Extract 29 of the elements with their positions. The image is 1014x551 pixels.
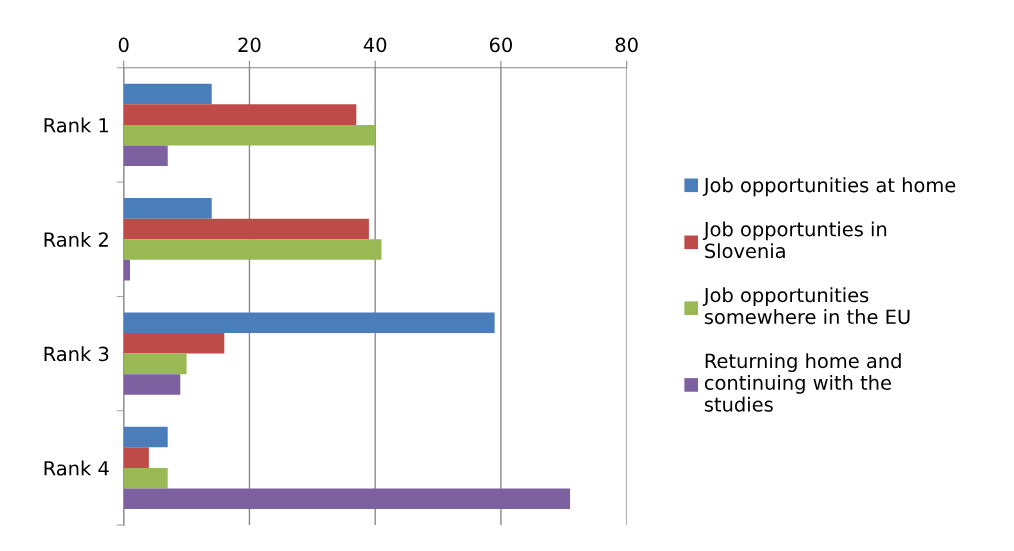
x-tick-label: 40 (363, 37, 387, 53)
bar (123, 145, 168, 167)
bar (123, 426, 168, 448)
bar (123, 447, 149, 468)
x-tick-label: 0 (118, 37, 129, 53)
bar (123, 259, 130, 281)
bar (123, 374, 181, 395)
bar (123, 198, 212, 219)
bar (123, 104, 357, 125)
bar (123, 353, 187, 375)
bar (123, 239, 382, 260)
bar (123, 218, 369, 240)
legend-label: Job opportunties in Slovenia (702, 221, 887, 259)
y-tick-label: Rank 1 (44, 117, 109, 133)
x-tick-label: 60 (489, 37, 512, 53)
legend-label: Job opportunities somewhere in the EU (702, 287, 910, 325)
y-tick-label: Rank 3 (44, 346, 109, 362)
bar (123, 312, 495, 334)
bar (123, 488, 571, 510)
legend-label: Returning home and continuing with the studies (704, 353, 901, 412)
bar (123, 467, 168, 489)
bar (123, 124, 376, 146)
bar (123, 333, 225, 354)
x-tick-label: 20 (238, 37, 261, 53)
x-tick-label: 80 (615, 37, 638, 53)
bar (123, 83, 212, 105)
y-tick-label: Rank 2 (44, 231, 108, 247)
y-tick-label: Rank 4 (44, 460, 109, 476)
legend-label: Job opportunities at home (702, 177, 956, 197)
